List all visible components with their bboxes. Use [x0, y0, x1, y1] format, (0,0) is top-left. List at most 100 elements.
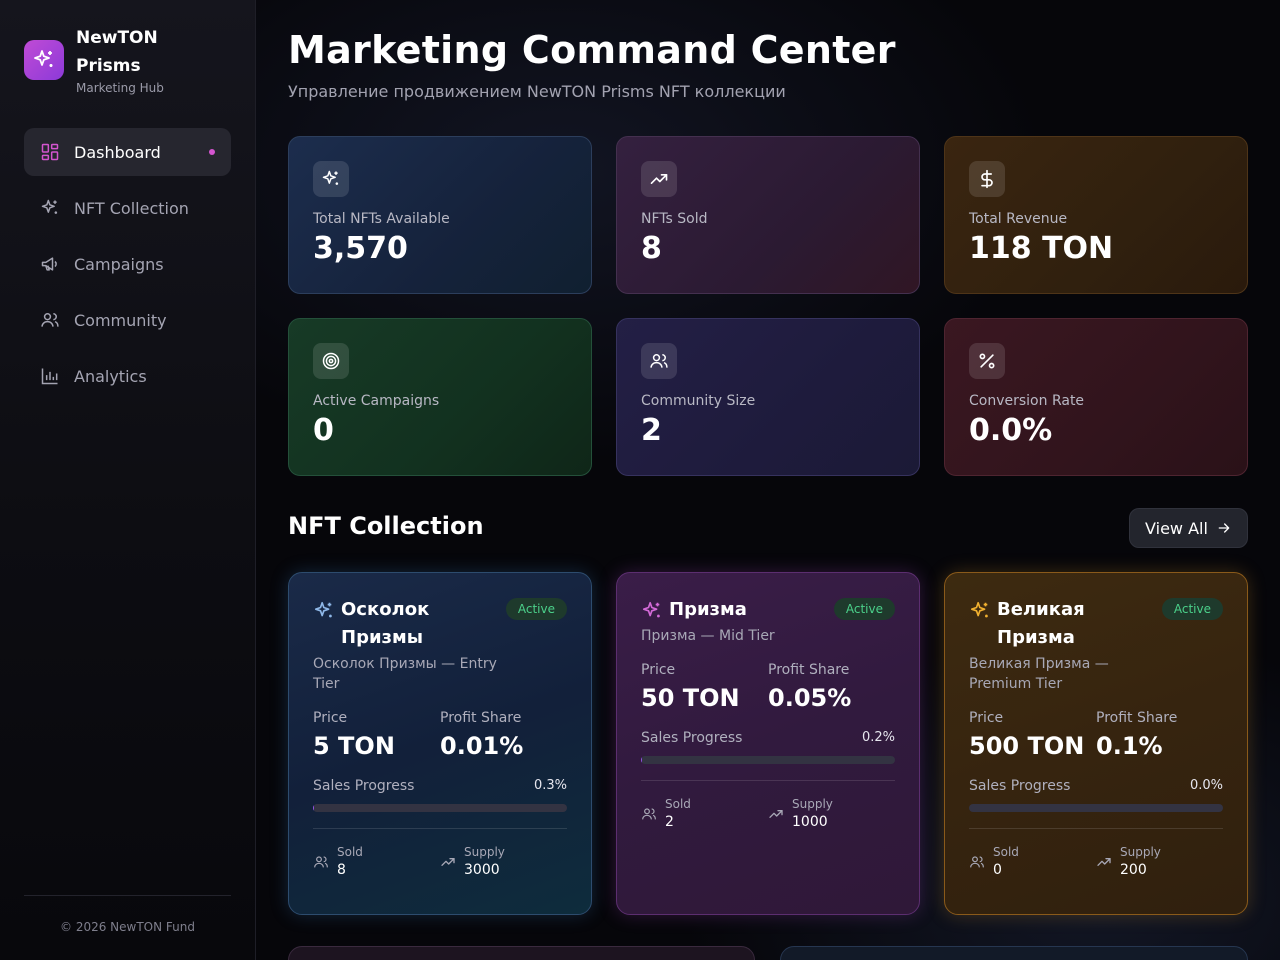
divider	[313, 828, 567, 829]
nft-card-prism[interactable]: Призма Active Призма — Mid Tier Price 50…	[616, 572, 920, 915]
sidebar-item-label: Campaigns	[74, 254, 164, 274]
sparkles-icon	[313, 161, 349, 197]
bar-chart-icon	[41, 368, 58, 385]
profit-share-value: 0.01%	[440, 732, 524, 760]
stat-label: Active Campaigns	[313, 393, 440, 409]
stat-card-nfts-sold: NFTs Sold 8	[616, 136, 920, 294]
status-badge: Active	[505, 598, 567, 620]
nft-description: Великая Призма — Premium Tier	[969, 656, 1109, 692]
sold-value: 0	[993, 862, 1002, 878]
stat-value: 0	[313, 413, 334, 448]
trending-up-icon	[641, 161, 677, 197]
progress-bar	[313, 804, 567, 812]
nft-description: Призма — Mid Tier	[641, 628, 775, 644]
trending-up-icon	[441, 857, 455, 866]
sidebar: NewTON Prisms Marketing Hub Dashboard NF…	[0, 0, 256, 960]
stat-card-conversion-rate: Conversion Rate 0.0%	[944, 318, 1248, 476]
nft-name: Великая Призма	[997, 599, 1085, 648]
sparkles-icon	[314, 601, 332, 618]
stat-label: Community Size	[641, 393, 756, 409]
sidebar-item-label: Dashboard	[74, 142, 161, 162]
dollar-icon	[969, 161, 1005, 197]
panel-card-partial	[780, 946, 1248, 960]
progress-value: 0.3%	[533, 778, 567, 793]
sold-label: Sold	[993, 845, 1019, 859]
stat-value: 8	[641, 231, 662, 266]
target-icon	[313, 343, 349, 379]
nft-description: Осколок Призмы — Entry Tier	[313, 656, 497, 692]
profit-share-value: 0.05%	[768, 684, 852, 712]
sidebar-item-analytics[interactable]: Analytics	[24, 352, 231, 400]
sidebar-item-dashboard[interactable]: Dashboard	[24, 128, 231, 176]
supply-value: 1000	[792, 814, 828, 830]
price-label: Price	[969, 710, 1004, 726]
stat-value: 0.0%	[969, 413, 1053, 448]
stat-card-total-nfts: Total NFTs Available 3,570	[288, 136, 592, 294]
stat-label: NFTs Sold	[641, 211, 708, 227]
price-value: 500 TON	[969, 732, 1085, 760]
sidebar-item-community[interactable]: Community	[24, 296, 231, 344]
brand[interactable]: NewTON Prisms Marketing Hub	[24, 24, 196, 95]
sold-value: 2	[665, 814, 674, 830]
profit-share-label: Profit Share	[1096, 710, 1178, 726]
progress-fill	[641, 756, 642, 764]
profit-share-label: Profit Share	[440, 710, 522, 726]
view-all-label: View All	[1145, 518, 1208, 538]
price-label: Price	[313, 710, 348, 726]
sparkles-icon	[41, 199, 58, 214]
supply-label: Supply	[792, 797, 833, 811]
users-icon	[970, 855, 984, 867]
brand-subtitle: Marketing Hub	[76, 81, 164, 95]
progress-bar	[969, 804, 1223, 812]
stat-value: 3,570	[313, 231, 408, 266]
active-indicator	[209, 149, 215, 155]
grid-icon	[41, 143, 59, 161]
panel-card-partial	[288, 946, 755, 960]
progress-label: Sales Progress	[641, 730, 743, 746]
page-title: Marketing Command Center	[288, 28, 896, 72]
arrow-right-icon	[1218, 523, 1230, 533]
supply-value: 200	[1120, 862, 1147, 878]
sidebar-footer: © 2026 NewTON Fund	[24, 895, 231, 934]
users-icon	[314, 855, 328, 867]
nft-name: Призма	[669, 599, 747, 620]
sidebar-item-campaigns[interactable]: Campaigns	[24, 240, 231, 288]
users-icon	[41, 313, 59, 327]
sidebar-item-nft-collection[interactable]: NFT Collection	[24, 184, 231, 232]
trending-up-icon	[769, 809, 783, 818]
stat-label: Total Revenue	[969, 211, 1068, 227]
status-badge: Active	[833, 598, 895, 620]
stat-card-total-revenue: Total Revenue 118 TON	[944, 136, 1248, 294]
profit-share-label: Profit Share	[768, 662, 850, 678]
divider	[969, 828, 1223, 829]
megaphone-icon	[41, 257, 57, 271]
percent-icon	[969, 343, 1005, 379]
sidebar-item-label: Analytics	[74, 366, 147, 386]
nft-name: Осколок Призмы	[341, 599, 430, 648]
status-badge: Active	[1161, 598, 1223, 620]
sold-label: Sold	[337, 845, 363, 859]
sidebar-nav: Dashboard NFT Collection Campaigns Commu…	[24, 128, 231, 408]
stat-value: 2	[641, 413, 662, 448]
progress-bar	[641, 756, 895, 764]
copyright-text: © 2026 NewTON Fund	[60, 920, 195, 934]
progress-value: 0.2%	[861, 730, 895, 745]
sparkles-logo-icon	[24, 40, 64, 80]
price-label: Price	[641, 662, 676, 678]
stat-label: Total NFTs Available	[313, 211, 450, 227]
sidebar-item-label: NFT Collection	[74, 198, 189, 218]
price-value: 5 TON	[313, 732, 395, 760]
supply-value: 3000	[464, 862, 500, 878]
page-subtitle: Управление продвижением NewTON Prisms NF…	[288, 82, 786, 101]
price-value: 50 TON	[641, 684, 740, 712]
progress-value: 0.0%	[1189, 778, 1223, 793]
nft-card-great-prism[interactable]: Великая Призма Active Великая Призма — P…	[944, 572, 1248, 915]
view-all-button[interactable]: View All	[1129, 508, 1248, 548]
divider	[641, 780, 895, 781]
nft-card-shard[interactable]: Осколок Призмы Active Осколок Призмы — E…	[288, 572, 592, 915]
trending-up-icon	[1097, 857, 1111, 866]
sparkles-icon	[642, 601, 660, 618]
progress-label: Sales Progress	[969, 778, 1071, 794]
stat-card-community-size: Community Size 2	[616, 318, 920, 476]
users-icon	[641, 343, 677, 379]
